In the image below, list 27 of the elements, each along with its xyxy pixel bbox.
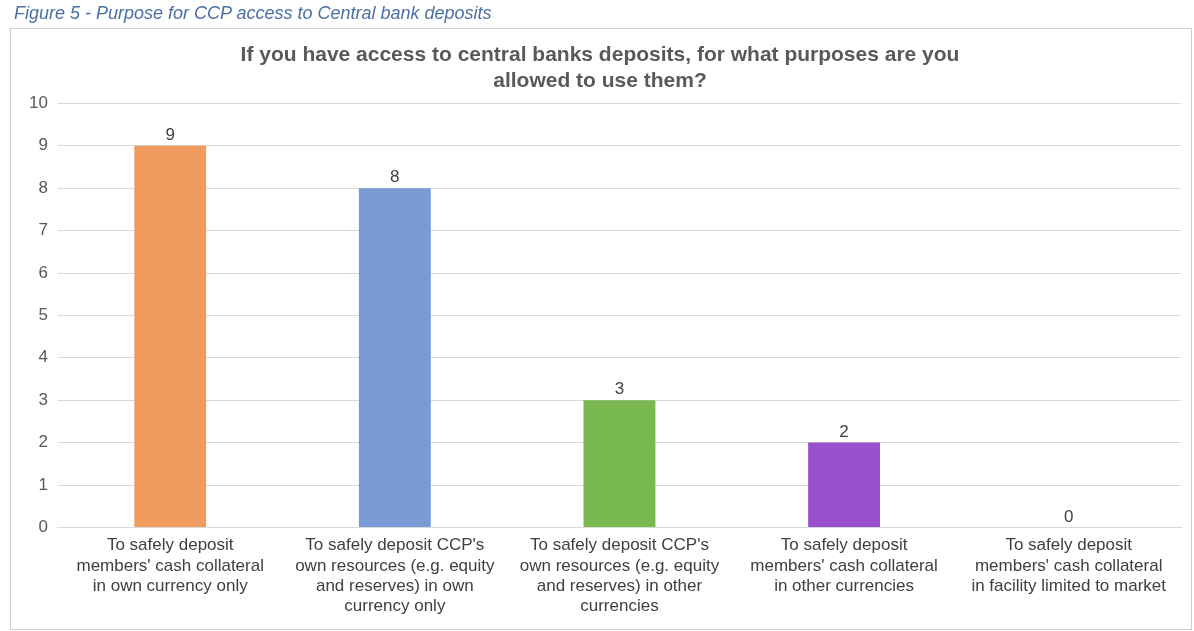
x-tick-label: To safely deposit members' cash collateral in facility limited to market	[971, 535, 1167, 596]
data-label: 3	[614, 379, 625, 399]
y-tick-label: 2	[38, 432, 48, 452]
y-tick-label: 6	[38, 262, 48, 282]
y-tick-label: 10	[28, 93, 48, 113]
bar	[808, 442, 881, 527]
data-label: 8	[390, 167, 400, 187]
data-label: 9	[165, 124, 175, 144]
chart-title: If you have access to central banks deposits, for what purposes are you allowed to use them?	[240, 42, 960, 91]
x-tick-label: To safely deposit members' cash collateral in other currencies	[750, 535, 938, 596]
y-tick-label: 1	[38, 474, 48, 494]
y-tick-label: 3	[38, 389, 48, 409]
data-label: 0	[1063, 506, 1074, 526]
data-label: 2	[839, 421, 849, 441]
y-tick-label: 8	[38, 177, 48, 197]
y-tick-label: 9	[38, 135, 48, 155]
caption: Figure 5 - Purpose for CCP access to Central bank deposits	[14, 2, 492, 24]
x-tick-label: To safely deposit CCP's own resources (e.g. equity and reserves) in own currency only	[295, 535, 496, 616]
y-tick-label: 0	[38, 517, 48, 537]
y-tick-label: 4	[38, 347, 48, 367]
bar	[583, 400, 656, 527]
x-tick-label: To safely deposit CCP's own resources (e.g. equity and reserves) in other currencies	[519, 535, 720, 616]
x-tick-label: To safely deposit members' cash collateral in own currency only	[76, 535, 264, 596]
bar	[358, 188, 431, 527]
bar	[134, 145, 207, 527]
y-tick-label: 5	[38, 305, 48, 325]
y-tick-label: 7	[38, 220, 48, 240]
